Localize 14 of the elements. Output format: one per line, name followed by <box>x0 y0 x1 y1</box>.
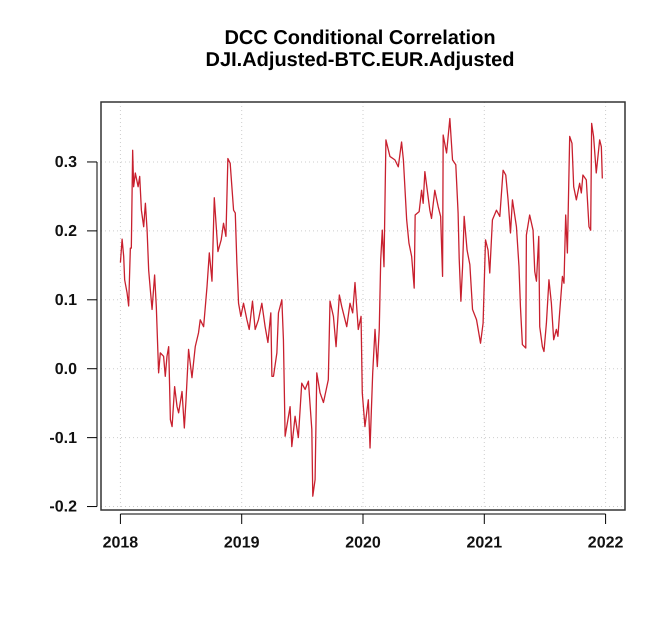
y-tick-label: 0.0 <box>54 360 78 378</box>
y-tick-label: 0.1 <box>54 292 78 309</box>
chart-title: DCC Conditional Correlation <box>224 27 496 49</box>
y-tick-label: -0.2 <box>49 498 78 516</box>
chart-subtitle: DJI.Adjusted-BTC.EUR.Adjusted <box>206 49 514 71</box>
y-tick-label: 0.3 <box>54 154 78 172</box>
x-tick-label: 2018 <box>102 534 138 552</box>
x-tick-label: 2020 <box>345 534 381 552</box>
x-tick-label: 2019 <box>224 534 260 552</box>
x-tick-label: 2021 <box>466 534 502 552</box>
y-tick-label: 0.2 <box>54 223 78 240</box>
x-tick-label: 2022 <box>588 534 624 552</box>
y-tick-label: -0.1 <box>49 430 78 447</box>
line-series <box>120 118 603 497</box>
